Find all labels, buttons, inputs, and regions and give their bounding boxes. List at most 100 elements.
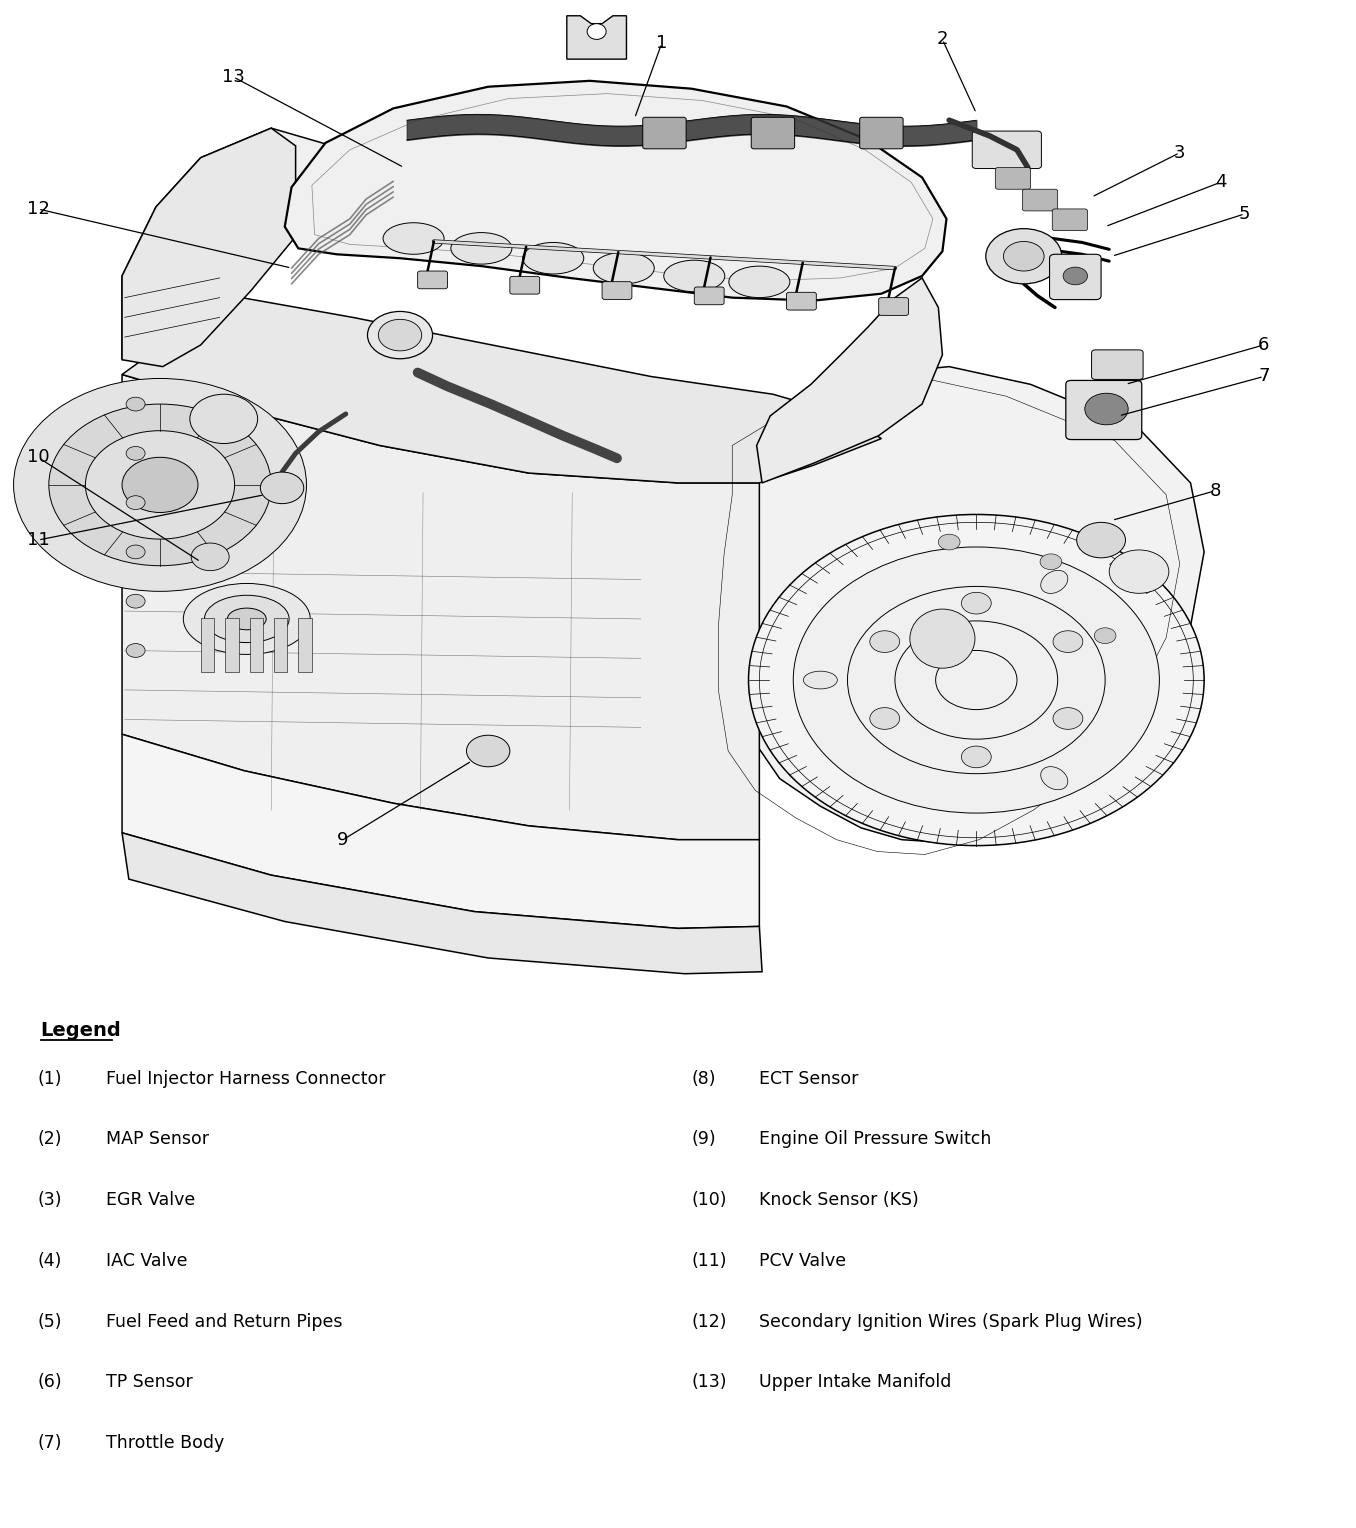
Ellipse shape bbox=[228, 608, 266, 630]
Circle shape bbox=[85, 431, 235, 539]
Text: (3): (3) bbox=[38, 1192, 62, 1209]
Ellipse shape bbox=[522, 243, 583, 274]
Circle shape bbox=[126, 397, 145, 411]
Circle shape bbox=[895, 620, 1058, 740]
Text: (4): (4) bbox=[38, 1251, 62, 1270]
Text: EGR Valve: EGR Valve bbox=[106, 1192, 195, 1209]
FancyBboxPatch shape bbox=[786, 292, 816, 310]
Ellipse shape bbox=[803, 671, 838, 689]
Circle shape bbox=[126, 446, 145, 460]
Text: 9: 9 bbox=[338, 831, 348, 848]
Text: (8): (8) bbox=[692, 1070, 716, 1088]
Polygon shape bbox=[122, 374, 759, 840]
FancyBboxPatch shape bbox=[972, 131, 1041, 168]
Circle shape bbox=[190, 394, 258, 443]
Circle shape bbox=[260, 472, 304, 504]
Circle shape bbox=[936, 651, 1017, 709]
Circle shape bbox=[1085, 393, 1128, 425]
Ellipse shape bbox=[910, 610, 975, 668]
FancyBboxPatch shape bbox=[1052, 209, 1088, 231]
Text: 7: 7 bbox=[1258, 367, 1269, 385]
Circle shape bbox=[869, 707, 899, 729]
Circle shape bbox=[466, 735, 510, 767]
Circle shape bbox=[1109, 550, 1169, 593]
Polygon shape bbox=[122, 296, 881, 483]
Text: TP Sensor: TP Sensor bbox=[106, 1374, 193, 1392]
Circle shape bbox=[793, 547, 1159, 813]
Text: Secondary Ignition Wires (Spark Plug Wires): Secondary Ignition Wires (Spark Plug Wir… bbox=[759, 1313, 1143, 1331]
Text: (5): (5) bbox=[38, 1313, 62, 1331]
Circle shape bbox=[1094, 628, 1116, 643]
Ellipse shape bbox=[730, 266, 791, 298]
Circle shape bbox=[1040, 553, 1062, 570]
FancyBboxPatch shape bbox=[418, 270, 447, 289]
Text: (9): (9) bbox=[692, 1131, 716, 1149]
Circle shape bbox=[986, 229, 1062, 284]
Circle shape bbox=[122, 457, 198, 512]
FancyBboxPatch shape bbox=[602, 281, 632, 299]
Text: Fuel Injector Harness Connector: Fuel Injector Harness Connector bbox=[106, 1070, 385, 1088]
Polygon shape bbox=[285, 81, 946, 301]
Text: IAC Valve: IAC Valve bbox=[106, 1251, 187, 1270]
Text: 12: 12 bbox=[27, 200, 49, 219]
Circle shape bbox=[1077, 523, 1125, 558]
Text: (12): (12) bbox=[692, 1313, 727, 1331]
Ellipse shape bbox=[183, 584, 311, 654]
Circle shape bbox=[49, 403, 271, 565]
Polygon shape bbox=[122, 128, 380, 359]
Text: PCV Valve: PCV Valve bbox=[759, 1251, 846, 1270]
FancyBboxPatch shape bbox=[751, 118, 795, 148]
Ellipse shape bbox=[594, 252, 654, 284]
Text: 8: 8 bbox=[1210, 481, 1220, 500]
Ellipse shape bbox=[664, 260, 724, 292]
FancyBboxPatch shape bbox=[643, 118, 686, 148]
Circle shape bbox=[749, 515, 1204, 845]
Text: 11: 11 bbox=[27, 532, 49, 549]
Bar bbox=[250, 617, 263, 672]
Ellipse shape bbox=[587, 23, 606, 40]
Bar bbox=[201, 617, 214, 672]
FancyBboxPatch shape bbox=[1092, 350, 1143, 379]
Text: Fuel Feed and Return Pipes: Fuel Feed and Return Pipes bbox=[106, 1313, 342, 1331]
Text: 4: 4 bbox=[1215, 173, 1226, 191]
Circle shape bbox=[1003, 241, 1044, 270]
FancyBboxPatch shape bbox=[510, 277, 540, 293]
Bar bbox=[225, 617, 239, 672]
Text: ECT Sensor: ECT Sensor bbox=[759, 1070, 858, 1088]
Circle shape bbox=[367, 312, 433, 359]
Bar bbox=[298, 617, 312, 672]
FancyBboxPatch shape bbox=[1066, 380, 1142, 440]
Circle shape bbox=[961, 593, 991, 614]
Text: (13): (13) bbox=[692, 1374, 727, 1392]
Circle shape bbox=[126, 643, 145, 657]
Circle shape bbox=[938, 535, 960, 550]
FancyBboxPatch shape bbox=[995, 168, 1031, 189]
Text: (11): (11) bbox=[692, 1251, 727, 1270]
Circle shape bbox=[1054, 707, 1083, 729]
Text: (10): (10) bbox=[692, 1192, 727, 1209]
FancyBboxPatch shape bbox=[860, 118, 903, 148]
FancyBboxPatch shape bbox=[1050, 254, 1101, 299]
Circle shape bbox=[848, 587, 1105, 773]
Polygon shape bbox=[757, 278, 942, 483]
Polygon shape bbox=[122, 735, 759, 929]
Polygon shape bbox=[122, 833, 762, 973]
Text: (7): (7) bbox=[38, 1435, 62, 1452]
Text: 2: 2 bbox=[937, 31, 948, 49]
Text: MAP Sensor: MAP Sensor bbox=[106, 1131, 209, 1149]
Polygon shape bbox=[122, 128, 296, 367]
FancyBboxPatch shape bbox=[694, 287, 724, 304]
Text: Knock Sensor (KS): Knock Sensor (KS) bbox=[759, 1192, 919, 1209]
Circle shape bbox=[869, 631, 899, 652]
Text: (6): (6) bbox=[38, 1374, 62, 1392]
Text: 5: 5 bbox=[1239, 205, 1250, 223]
Text: 6: 6 bbox=[1258, 336, 1269, 354]
Circle shape bbox=[126, 495, 145, 509]
Ellipse shape bbox=[1041, 767, 1067, 790]
Circle shape bbox=[378, 319, 422, 351]
FancyBboxPatch shape bbox=[1022, 189, 1058, 211]
Circle shape bbox=[1063, 267, 1088, 284]
Polygon shape bbox=[743, 367, 1204, 842]
Text: Legend: Legend bbox=[41, 1021, 122, 1041]
Bar bbox=[274, 617, 287, 672]
